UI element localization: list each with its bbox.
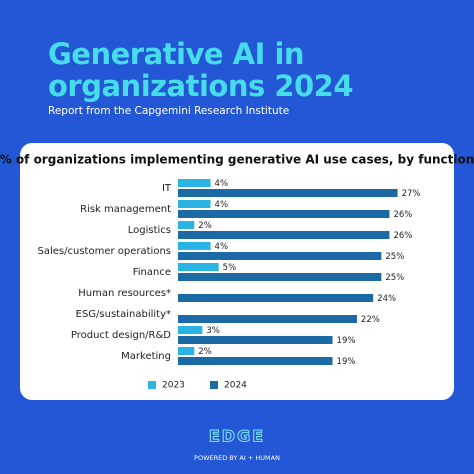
bar: [178, 242, 211, 250]
bar: [178, 336, 333, 344]
value-label: 22%: [361, 315, 380, 325]
value-label: 26%: [393, 210, 412, 220]
value-label: 4%: [215, 179, 229, 189]
value-label: 25%: [385, 273, 404, 283]
bar: [178, 357, 333, 365]
category-label: ESG/sustainability*: [76, 309, 171, 320]
card: [20, 143, 454, 400]
bar: [178, 200, 211, 208]
bar: [178, 315, 357, 323]
value-label: 19%: [337, 357, 356, 367]
tagline: POWERED BY AI + HUMAN: [194, 454, 280, 462]
value-label: 4%: [215, 242, 229, 252]
subtitle: Report from the Capgemini Research Insti…: [48, 105, 290, 117]
value-label: 4%: [215, 200, 229, 210]
value-label: 26%: [393, 231, 412, 241]
title: Generative AI in organizations 2024: [48, 37, 354, 103]
bar: [178, 231, 390, 239]
bar: [178, 179, 211, 187]
bar: [178, 221, 195, 229]
value-label: 24%: [377, 294, 396, 304]
bar: [178, 326, 203, 334]
bar: [178, 189, 398, 197]
category-label: Logistics: [128, 225, 171, 236]
bar: [178, 210, 390, 218]
bar: [178, 252, 382, 260]
legend-swatch: [148, 381, 156, 389]
bar: [178, 263, 219, 271]
category-label: Finance: [133, 267, 171, 278]
value-label: 27%: [402, 189, 421, 199]
chart-title: % of organizations implementing generati…: [0, 153, 474, 167]
bar: [178, 273, 382, 281]
category-label: Marketing: [121, 351, 171, 362]
category-label: Product design/R&D: [71, 330, 171, 341]
logo: EDGE: [209, 427, 265, 446]
category-label: IT: [162, 183, 172, 194]
value-label: 2%: [198, 347, 212, 357]
legend-label: 2024: [224, 381, 247, 391]
category-label: Sales/customer operations: [38, 246, 171, 257]
value-label: 2%: [198, 221, 212, 231]
value-label: 25%: [385, 252, 404, 262]
bar: [178, 347, 195, 355]
category-label: Human resources*: [78, 288, 171, 299]
legend-swatch: [210, 381, 218, 389]
value-label: 19%: [337, 336, 356, 346]
legend-label: 2023: [162, 381, 185, 391]
bar: [178, 294, 374, 302]
value-label: 5%: [223, 263, 237, 273]
value-label: 3%: [206, 326, 220, 336]
category-label: Risk management: [80, 204, 171, 215]
